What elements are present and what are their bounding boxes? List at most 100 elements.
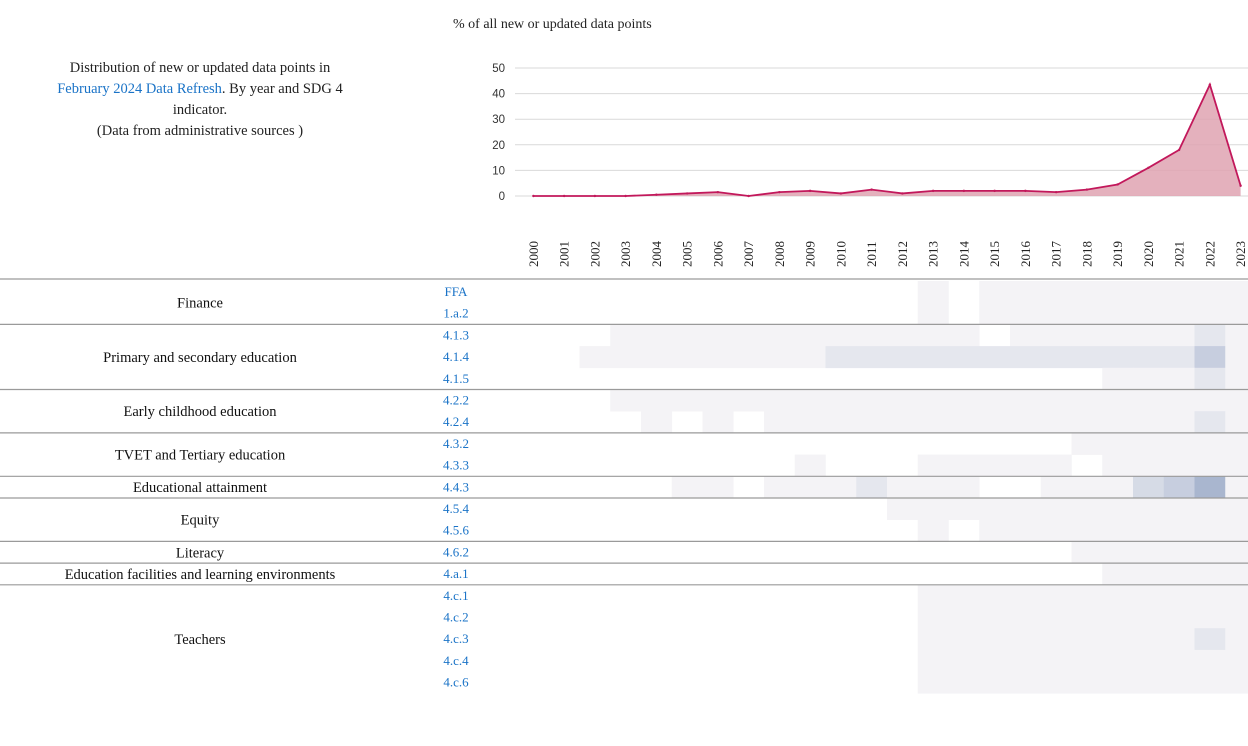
- heat-cell-4.3.3-2023: [1225, 454, 1248, 477]
- data-point-2005: [685, 192, 689, 195]
- group-label: Teachers: [174, 632, 226, 648]
- description-line-4: (Data from administrative sources ): [96, 123, 304, 139]
- heat-cell-4.c.3-2021: [1163, 628, 1195, 651]
- data-point-2015: [993, 189, 996, 193]
- heat-cell-4.1.3-2004: [641, 324, 673, 347]
- heat-cell-4.1.4-2005: [671, 346, 703, 369]
- heat-cell-4.c.1-2022: [1194, 584, 1226, 607]
- heat-cell-4.4.3-2005: [671, 476, 703, 499]
- heat-cell-4.1.4-2020: [1133, 346, 1165, 369]
- heat-cell-4.1.4-2013: [917, 346, 949, 369]
- group-label: Equity: [181, 513, 220, 529]
- heat-cell-4.c.2-2018: [1071, 606, 1103, 629]
- heat-cell-4.1.4-2006: [702, 346, 734, 369]
- heat-cell-4.1.4-2010: [825, 346, 857, 369]
- heat-cell-FFA-2018: [1071, 281, 1103, 303]
- data-point-2006: [716, 190, 720, 194]
- y-tick-label: 10: [492, 165, 505, 177]
- group-label: Literacy: [176, 545, 225, 561]
- heat-cell-4.2.4-2010: [825, 411, 857, 434]
- heat-cell-4.4.3-2023: [1225, 476, 1248, 499]
- data-point-2007: [747, 194, 750, 198]
- heat-cell-4.2.4-2023: [1225, 411, 1248, 434]
- heat-cell-4.c.4-2019: [1102, 649, 1134, 672]
- heat-cell-1.a.2-2019: [1102, 302, 1134, 325]
- heat-cell-4.2.4-2022: [1194, 411, 1226, 434]
- data-point-2019: [1116, 183, 1119, 186]
- heat-cell-4.c.3-2022: [1194, 628, 1226, 651]
- heat-cell-1.a.2-2020: [1133, 302, 1165, 325]
- heat-cell-1.a.2-2022: [1194, 302, 1226, 325]
- heat-cell-4.3.3-2013: [917, 454, 949, 477]
- heat-cell-4.c.4-2021: [1163, 649, 1195, 672]
- series-line: [533, 82, 1242, 197]
- heat-cell-FFA-2016: [1010, 281, 1042, 303]
- heat-cell-4.5.6-2022: [1194, 519, 1226, 542]
- heat-cell-4.c.6-2019: [1102, 671, 1134, 694]
- group-separators: [0, 278, 1248, 586]
- heat-cell-4.1.3-2017: [1040, 324, 1072, 347]
- group-label: Education facilities and learning enviro…: [65, 567, 336, 583]
- data-point-2017: [1054, 190, 1058, 194]
- data-refresh-link[interactable]: February 2024 Data Refresh: [57, 81, 222, 97]
- indicator-label: 4.a.1: [443, 566, 468, 581]
- indicator-label: 4.1.3: [443, 327, 469, 342]
- heat-cell-4.c.6-2021: [1163, 671, 1195, 694]
- heat-cell-4.5.4-2013: [917, 498, 949, 520]
- data-point-2022: [1208, 83, 1212, 86]
- heat-cell-4.c.4-2018: [1071, 649, 1103, 672]
- heat-cell-4.1.4-2016: [1010, 346, 1042, 369]
- heat-cell-4.c.2-2019: [1102, 606, 1134, 629]
- heat-cell-4.6.2-2021: [1163, 541, 1195, 564]
- heat-cell-4.c.3-2014: [948, 628, 980, 651]
- heat-cell-4.2.2-2020: [1133, 389, 1165, 412]
- heat-cell-4.c.6-2017: [1040, 671, 1072, 694]
- y-axis-label: % of all new or updated data points: [453, 17, 652, 32]
- heat-cell-4.5.4-2014: [948, 498, 980, 520]
- x-tick-label-2005: 2005: [680, 241, 695, 267]
- heat-cell-4.4.3-2012: [887, 476, 919, 499]
- heat-cell-4.c.2-2016: [1010, 606, 1042, 629]
- heat-cell-4.1.4-2019: [1102, 346, 1134, 369]
- group-label: Primary and secondary education: [103, 350, 297, 366]
- data-point-2010: [839, 192, 843, 195]
- heat-cell-FFA-2023: [1225, 281, 1248, 303]
- heat-cell-4.c.4-2014: [948, 649, 980, 672]
- heat-cell-FFA-2015: [979, 281, 1011, 303]
- heat-cell-FFA-2021: [1163, 281, 1195, 303]
- heat-cell-4.c.2-2014: [948, 606, 980, 629]
- data-point-2014: [962, 189, 966, 193]
- heat-cell-4.c.3-2018: [1071, 628, 1103, 651]
- heat-cell-4.2.2-2023: [1225, 389, 1248, 412]
- heat-cell-4.c.6-2013: [917, 671, 949, 694]
- heat-cell-4.2.2-2010: [825, 389, 857, 412]
- heat-cell-4.c.1-2019: [1102, 584, 1134, 607]
- indicator-label: 4.3.2: [443, 436, 469, 451]
- heat-cell-4.c.2-2023: [1225, 606, 1248, 629]
- indicator-label: 4.6.2: [443, 544, 469, 559]
- heat-cell-4.c.4-2016: [1010, 649, 1042, 672]
- heat-cell-FFA-2020: [1133, 281, 1165, 303]
- heat-cell-4.c.1-2017: [1040, 584, 1072, 607]
- heat-cell-FFA-2017: [1040, 281, 1072, 303]
- heat-cell-4.2.2-2011: [856, 389, 888, 412]
- heat-cell-4.1.3-2003: [610, 324, 642, 347]
- x-tick-label-2017: 2017: [1049, 241, 1064, 268]
- heat-cell-4.2.2-2018: [1071, 389, 1103, 412]
- heat-cell-4.1.5-2020: [1133, 367, 1165, 390]
- heat-cell-4.c.3-2019: [1102, 628, 1134, 651]
- heat-cell-4.2.2-2016: [1010, 389, 1042, 412]
- heat-cell-4.3.3-2016: [1010, 454, 1042, 477]
- heat-cell-4.1.4-2014: [948, 346, 980, 369]
- heat-cell-4.1.4-2011: [856, 346, 888, 369]
- heat-cell-4.c.4-2022: [1194, 649, 1226, 672]
- heat-cell-4.1.4-2018: [1071, 346, 1103, 369]
- heat-cell-4.c.2-2020: [1133, 606, 1165, 629]
- indicator-label: 4.5.6: [443, 523, 470, 538]
- heat-cell-4.3.2-2018: [1071, 432, 1103, 455]
- data-point-2000: [532, 194, 535, 198]
- heat-cell-4.2.4-2008: [764, 411, 796, 434]
- x-tick-label-2021: 2021: [1172, 241, 1187, 267]
- heat-cell-4.4.3-2020: [1133, 476, 1165, 499]
- heat-cell-4.2.2-2012: [887, 389, 919, 412]
